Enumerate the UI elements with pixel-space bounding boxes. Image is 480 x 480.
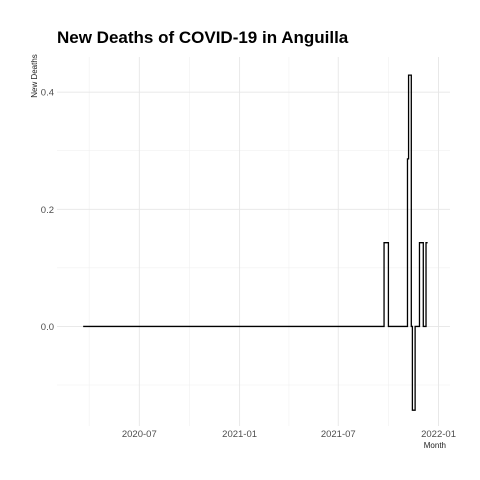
new-deaths-series-line [83, 74, 428, 411]
x-tick-label: 2021-01 [222, 429, 257, 440]
y-tick-label: 0.0 [41, 322, 54, 333]
x-axis-title: Month [424, 441, 446, 450]
y-axis-title: New Deaths [30, 54, 39, 98]
x-tick-label: 2022-01 [421, 429, 456, 440]
minor-gridlines [57, 57, 450, 426]
y-tick-label: 0.4 [41, 88, 54, 99]
x-tick-labels: 2020-07 2021-01 2021-07 2022-01 [122, 429, 456, 440]
chart-title: New Deaths of COVID-19 in Anguilla [57, 28, 349, 47]
y-tick-labels: 0.0 0.2 0.4 [41, 88, 54, 333]
x-tick-label: 2021-07 [321, 429, 356, 440]
y-tick-label: 0.2 [41, 205, 54, 216]
x-tick-label: 2020-07 [122, 429, 157, 440]
